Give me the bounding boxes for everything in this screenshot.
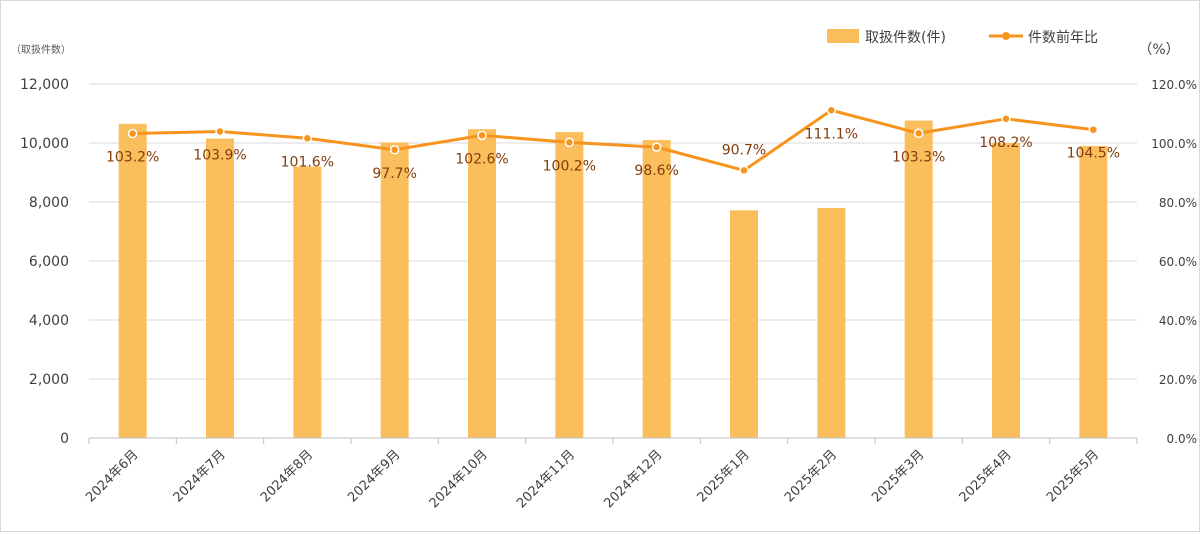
legend-bar-swatch <box>827 29 859 43</box>
y-right-tick-label: 0.0% <box>1167 432 1198 446</box>
y-right-axis-label: （%） <box>1138 42 1179 58</box>
y-left-axis-label: （取扱件数） <box>11 43 71 56</box>
x-tick-label: 2024年12月 <box>601 447 665 511</box>
bar-series <box>118 120 1108 439</box>
gridlines <box>89 83 1137 380</box>
x-tick-label: 2024年7月 <box>171 447 229 505</box>
bar <box>1079 145 1108 438</box>
line-series: 103.2% 103.9% 101.6% 97.7% 102.6% 100.2% 98.6%… <box>106 105 1120 182</box>
y-left-tick-label: 4,000 <box>29 313 69 329</box>
bar <box>293 166 322 438</box>
line-data-label: 103.3% <box>892 149 945 165</box>
y-right-tick-label: 20.0% <box>1159 373 1197 387</box>
x-tick-label: 2025年1月 <box>695 447 753 505</box>
line-point <box>477 130 487 141</box>
bar <box>555 132 584 438</box>
y-left-tick-label: 6,000 <box>29 254 69 270</box>
line-data-label: 111.1% <box>805 126 858 142</box>
x-tick-label: 2025年2月 <box>782 447 840 505</box>
line-data-label: 103.2% <box>106 150 159 166</box>
bar <box>642 140 671 439</box>
x-tick-label: 2024年9月 <box>345 447 403 505</box>
line-data-label: 108.2% <box>979 135 1032 151</box>
y-right-tick-label: 80.0% <box>1159 196 1197 210</box>
line-point <box>1088 124 1099 135</box>
x-tick-label: 2024年11月 <box>514 447 578 511</box>
y-right-tick-label: 40.0% <box>1159 314 1197 328</box>
line-point <box>913 128 924 139</box>
line-path <box>132 108 1094 172</box>
bar <box>380 142 409 438</box>
bar <box>904 120 933 438</box>
legend-line-label: 件数前年比 <box>1028 29 1098 46</box>
line-point <box>1001 114 1011 124</box>
line-point <box>651 142 662 152</box>
line-point <box>826 105 837 116</box>
y-left-tick-label: 2,000 <box>29 372 69 388</box>
x-tick-label: 2024年10月 <box>427 447 491 511</box>
y-left-tick-label: 10,000 <box>20 136 69 152</box>
line-data-label: 90.7% <box>722 142 766 158</box>
x-tick-label: 2024年6月 <box>83 447 141 505</box>
y-right-tick-label: 60.0% <box>1159 255 1197 269</box>
legend-bar-label: 取扱件数(件) <box>865 30 946 46</box>
line-point <box>564 137 575 148</box>
y-left-tick-label: 12,000 <box>20 77 69 93</box>
y-right-tick-label: 100.0% <box>1151 137 1197 151</box>
y-left-tick-label: 0 <box>60 431 69 447</box>
line-data-label: 103.9% <box>193 147 246 163</box>
bar <box>730 210 758 438</box>
x-tick-label: 2025年3月 <box>869 447 927 505</box>
x-tick-label: 2025年5月 <box>1044 447 1102 505</box>
line-point <box>127 128 138 139</box>
line-data-label: 104.5% <box>1067 146 1120 162</box>
bar <box>992 143 1020 438</box>
line-data-label: 97.7% <box>372 166 416 182</box>
line-data-label: 98.6% <box>634 163 678 179</box>
line-point <box>215 126 225 137</box>
line-point <box>389 145 400 155</box>
line-data-label: 100.2% <box>543 158 596 174</box>
x-tick-label: 2025年4月 <box>957 447 1015 505</box>
bar <box>817 207 846 438</box>
y-left-tick-label: 8,000 <box>29 195 69 211</box>
y-right-tick-label: 120.0% <box>1151 78 1197 92</box>
bar <box>468 129 496 438</box>
line-point <box>302 133 313 144</box>
bar <box>118 123 147 438</box>
line-data-label: 102.6% <box>455 151 508 167</box>
line-data-label: 101.6% <box>281 154 334 170</box>
legend: 取扱件数(件) 件数前年比 <box>827 29 1098 46</box>
bar <box>206 138 234 438</box>
x-tick-label: 2024年8月 <box>258 447 316 505</box>
legend-line-marker <box>1002 32 1010 40</box>
line-point <box>739 165 749 176</box>
